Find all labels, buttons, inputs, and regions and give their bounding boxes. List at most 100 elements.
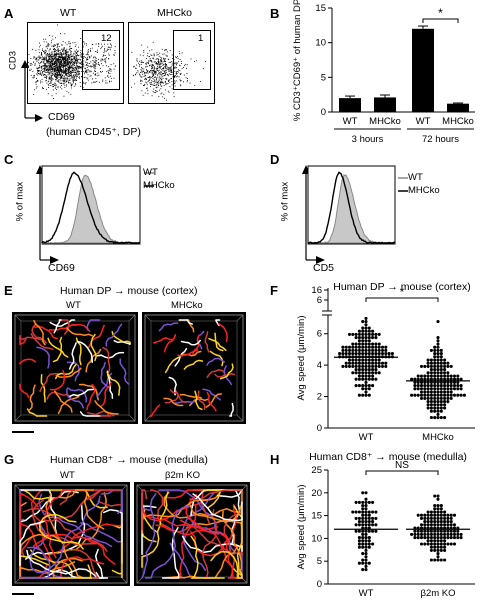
data-point [374, 377, 378, 381]
flow-event [157, 64, 159, 66]
data-point [364, 374, 368, 378]
flow-event [63, 81, 65, 83]
flow-event [47, 60, 49, 62]
flow-event-gated [87, 50, 89, 52]
flow-event [34, 63, 36, 65]
flow-event [80, 86, 82, 87]
data-point [357, 348, 361, 352]
data-point [354, 500, 358, 504]
data-point [456, 393, 460, 397]
axis-label-cd3: CD3 [7, 51, 19, 71]
data-point [459, 393, 463, 397]
flow-event-gated [94, 81, 95, 83]
flow-event [60, 71, 62, 73]
data-point [446, 400, 450, 404]
flow-event [52, 44, 54, 46]
data-point [443, 400, 447, 404]
flow-event [66, 60, 68, 62]
flow-event [73, 82, 74, 84]
flow-event [180, 73, 182, 74]
flow-event [37, 70, 38, 71]
flow-event [84, 67, 86, 69]
flow-event [73, 75, 74, 76]
cell-track [30, 333, 54, 351]
data-point [439, 348, 443, 352]
data-point [419, 523, 424, 527]
data-point [446, 393, 450, 397]
flow-event [30, 68, 32, 70]
flow-event [56, 77, 57, 79]
data-point [452, 384, 457, 388]
data-point [436, 387, 440, 391]
flow-event [49, 44, 51, 46]
flow-event [48, 61, 50, 63]
flow-event [54, 61, 56, 63]
flow-event [165, 89, 166, 91]
flow-event [55, 73, 57, 74]
flow-event [136, 58, 138, 60]
flow-event [75, 59, 76, 61]
data-point [364, 497, 368, 501]
flow-event [67, 60, 69, 62]
flow-event [48, 45, 50, 47]
flow-event [52, 62, 54, 64]
flow-event-gated [108, 54, 110, 56]
flow-event [160, 78, 162, 79]
flow-event [158, 73, 160, 75]
flow-event [64, 77, 65, 79]
flow-event [62, 53, 64, 55]
data-point [439, 374, 443, 378]
flow-event [149, 77, 151, 79]
flow-event [64, 56, 66, 57]
x-tick-label-b: WT [416, 116, 431, 127]
flow-event [179, 70, 181, 72]
flow-event [65, 51, 67, 53]
flow-event [40, 62, 41, 64]
flow-event [47, 61, 49, 63]
cell-track [206, 357, 226, 366]
flow-event [60, 63, 61, 64]
flow-event [50, 69, 52, 71]
data-point [377, 364, 381, 368]
flow-event-gated [95, 77, 97, 79]
flow-event [46, 41, 48, 43]
flow-event [70, 67, 71, 68]
flow-event [157, 64, 159, 65]
data-point [426, 532, 430, 536]
flow-event [42, 70, 44, 72]
data-point [426, 513, 430, 517]
flow-event [44, 57, 46, 59]
data-point [364, 561, 368, 565]
flow-event-gated [110, 77, 112, 79]
flow-event [167, 90, 169, 92]
movie-e-mhcko-title: MHCko [171, 300, 203, 311]
flow-event [167, 68, 169, 70]
flow-event [171, 81, 173, 83]
data-point [433, 545, 437, 549]
data-point [456, 374, 460, 378]
flow-event [60, 74, 62, 76]
flow-event [154, 85, 155, 86]
cell-track [58, 564, 92, 579]
cell-track [86, 383, 96, 411]
flow-event [166, 77, 168, 79]
flow-event [178, 60, 180, 62]
data-point [426, 403, 430, 407]
flow-event [53, 51, 55, 52]
data-point [426, 358, 430, 362]
flow-event [174, 81, 176, 83]
data-point [354, 510, 358, 514]
flow-event [41, 66, 43, 68]
flow-event [160, 79, 162, 81]
data-point [456, 384, 460, 388]
flow-event [154, 76, 156, 78]
data-point [443, 361, 447, 365]
flow-event [77, 59, 79, 60]
flow-event [43, 88, 44, 89]
flow-event [47, 44, 49, 46]
data-point [423, 523, 427, 527]
flow-event [49, 48, 51, 50]
cell-track [229, 402, 234, 417]
flow-event [35, 81, 37, 82]
flow-event [68, 66, 70, 68]
